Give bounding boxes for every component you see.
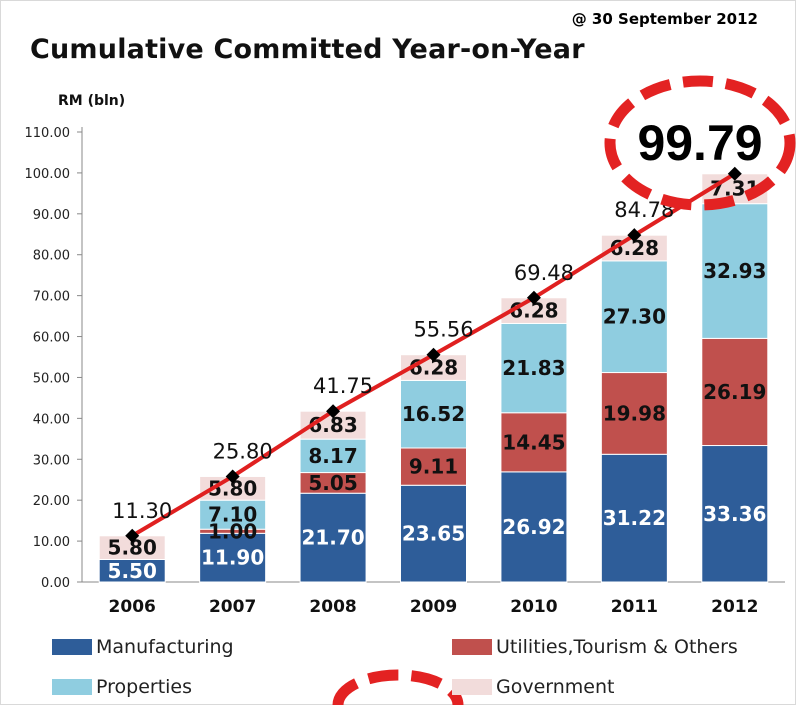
total-marker <box>627 228 642 243</box>
total-label: 41.75 <box>313 374 373 398</box>
bar-segment-label: 23.65 <box>402 522 465 546</box>
total-marker <box>526 290 541 305</box>
bar-segment-label: 26.92 <box>502 515 565 539</box>
x-tick-label: 2006 <box>109 597 156 617</box>
bar-segment-properties <box>600 260 668 374</box>
bar-segment-label: 26.19 <box>703 380 766 404</box>
legend-swatch-government <box>452 679 492 695</box>
y-tick-label: 20.00 <box>33 494 70 509</box>
legend-label: Manufacturing <box>96 636 234 658</box>
y-tick-label: 80.00 <box>33 249 70 264</box>
y-axis-unit: RM (bln) <box>58 93 126 109</box>
legend-swatch-properties <box>52 679 92 695</box>
y-tick-label: 30.00 <box>33 453 70 468</box>
bar-segment-label: 1.00 <box>208 519 257 543</box>
total-marker <box>426 347 441 362</box>
y-tick-label: 60.00 <box>33 331 70 346</box>
bar-segment-utilities <box>500 412 568 473</box>
y-tick-label: 100.00 <box>25 167 71 182</box>
bar-segment-label: 16.52 <box>402 402 465 426</box>
total-label: 25.80 <box>213 439 273 463</box>
legend-label: Utilities,Tourism & Others <box>496 636 738 658</box>
y-tick-label: 0.00 <box>41 576 70 591</box>
bar-segment-label: 33.36 <box>703 502 766 526</box>
chart-title: Cumulative Committed Year-on-Year <box>30 34 585 65</box>
second-highlight-ring-partial <box>332 669 464 705</box>
total-marker <box>326 404 341 419</box>
bar-segment-label: 32.93 <box>703 259 766 283</box>
total-marker <box>125 528 140 543</box>
y-tick-label: 90.00 <box>33 208 70 223</box>
bar-segment-properties <box>299 438 367 474</box>
bar-segment-manufacturing <box>701 445 769 583</box>
bar-segment-manufacturing <box>600 453 668 583</box>
bar-segment-properties <box>500 322 568 414</box>
bar-segment-manufacturing <box>199 532 267 583</box>
highlight-ring <box>604 75 796 211</box>
y-tick-label: 10.00 <box>33 535 70 550</box>
total-label: 55.56 <box>413 318 473 342</box>
highlight-total-label: 99.79 <box>637 115 762 171</box>
y-tick-label: 70.00 <box>33 290 70 305</box>
legend-swatch-manufacturing <box>52 639 92 655</box>
x-tick-label: 2009 <box>410 597 457 617</box>
bar-segment-label: 5.05 <box>308 471 357 495</box>
bar-segment-label: 14.45 <box>502 430 565 454</box>
legend-label: Government <box>496 676 615 698</box>
bar-segment-label: 9.11 <box>409 455 458 479</box>
bar-segment-label: 8.17 <box>308 444 357 468</box>
legend-item-utilities: Utilities,Tourism & Others <box>452 636 738 658</box>
bar-segment-label: 5.50 <box>108 559 157 583</box>
bar-segment-label: 21.83 <box>502 356 565 380</box>
legend-item-government: Government <box>452 676 615 698</box>
total-marker <box>727 166 742 181</box>
bar-segment-label: 11.90 <box>201 546 264 570</box>
total-label: 11.30 <box>112 499 172 523</box>
total-label: 69.48 <box>514 261 574 285</box>
bar-segment-label: 27.30 <box>603 305 666 329</box>
y-tick-label: 110.00 <box>25 126 71 141</box>
bar-segment-label: 31.22 <box>603 506 666 530</box>
bar-segment-properties <box>701 203 769 339</box>
x-tick-label: 2012 <box>711 597 758 617</box>
x-tick-label: 2010 <box>510 597 557 617</box>
bar-segment-label: 19.98 <box>603 401 666 425</box>
bar-segment-utilities <box>701 337 769 447</box>
bar-segment-label: 7.10 <box>208 503 257 527</box>
legend-item-properties: Properties <box>52 676 192 698</box>
legend-swatch-utilities <box>452 639 492 655</box>
x-tick-label: 2011 <box>611 597 658 617</box>
legend-item-manufacturing: Manufacturing <box>52 636 234 658</box>
bar-segment-label: 21.70 <box>301 526 364 550</box>
y-tick-label: 50.00 <box>33 371 70 386</box>
as-of-date: @ 30 September 2012 <box>571 10 758 28</box>
bar-segment-properties <box>199 499 267 530</box>
bar-segment-manufacturing <box>299 492 367 583</box>
x-tick-label: 2008 <box>309 597 356 617</box>
bar-segment-manufacturing <box>500 471 568 583</box>
x-tick-label: 2007 <box>209 597 256 617</box>
total-marker <box>225 469 240 484</box>
bar-segment-manufacturing <box>400 484 467 583</box>
y-tick-label: 40.00 <box>33 412 70 427</box>
legend-label: Properties <box>96 676 193 698</box>
